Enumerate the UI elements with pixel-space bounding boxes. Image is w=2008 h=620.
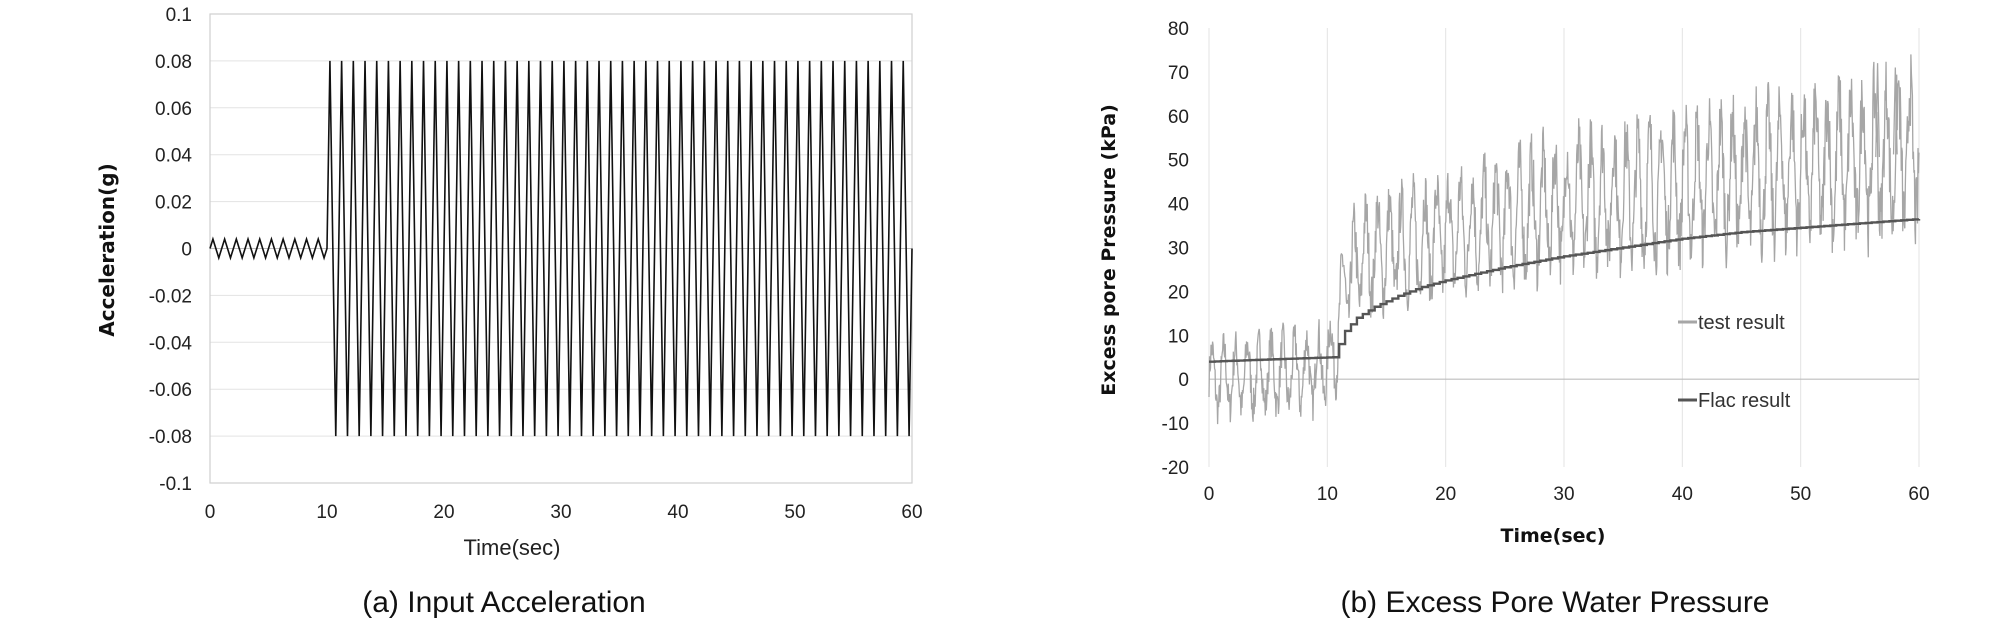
chart-b-y-tick-label: 0 [1178,370,1189,391]
chart-excess-pore-pressure: 0 10 20 30 40 50 60 80 70 60 50 40 30 20 10 0 -10 -20 te… [1098,19,1930,619]
chart-b-y-tick-label: 10 [1168,326,1189,347]
chart-b-series-test-result [1208,54,1920,425]
chart-b-x-tick-label: 50 [1790,484,1811,505]
chart-a-series-acceleration [209,60,913,437]
chart-a-x-tick-label: 40 [667,502,688,523]
chart-a-y-tick-label: -0.1 [159,474,192,495]
chart-b-legend: test result Flac result [1678,312,1791,412]
chart-a-caption: (a) Input Acceleration [362,586,646,619]
chart-a-x-axis-label: Time(sec) [464,535,561,560]
legend-label-test-result: test result [1698,312,1785,334]
chart-b-x-tick-label: 30 [1553,484,1574,505]
chart-a-y-tick-label: -0.04 [149,333,193,354]
chart-b-y-tick-labels: 80 70 60 50 40 30 20 10 0 -10 -20 [1162,19,1189,479]
chart-b-gridlines [1208,28,1920,467]
chart-b-x-tick-label: 10 [1317,484,1338,505]
chart-a-y-tick-label: 0.06 [155,99,192,120]
chart-a-y-tick-label: 0.02 [155,193,192,214]
chart-b-x-tick-label: 40 [1672,484,1693,505]
chart-b-series-flac-result [1209,218,1921,363]
chart-b-y-tick-label: 30 [1168,239,1189,260]
chart-a-y-tick-label: 0.04 [155,146,192,167]
chart-a-x-tick-label: 10 [316,502,337,523]
chart-a-x-tick-label: 20 [433,502,454,523]
chart-b-y-tick-label: 60 [1168,107,1189,128]
chart-b-y-tick-label: 40 [1168,195,1189,216]
chart-a-y-tick-labels: 0.1 0.08 0.06 0.04 0.02 0 -0.02 -0.04 -0.06 -0.08… [149,5,193,495]
chart-b-y-tick-label: 50 [1168,151,1189,172]
chart-b-y-tick-label: 80 [1168,19,1189,40]
chart-b-x-tick-labels: 0 10 20 30 40 50 60 [1204,484,1930,505]
chart-a-x-tick-label: 30 [550,502,571,523]
chart-a-y-axis-label: Acceleration(g) [95,163,119,337]
chart-a-x-tick-label: 50 [784,502,805,523]
chart-b-caption: (b) Excess Pore Water Pressure [1340,586,1769,619]
chart-a-y-tick-label: 0 [181,240,192,261]
chart-a-x-tick-label: 0 [205,502,216,523]
chart-a-y-tick-label: -0.08 [149,427,192,448]
chart-a-x-tick-label: 60 [901,502,922,523]
chart-a-x-tick-labels: 0 10 20 30 40 50 60 [205,502,923,523]
chart-a-y-tick-label: 0.08 [155,52,192,73]
chart-input-acceleration: 0 10 20 30 40 50 60 0.1 0.08 0.06 0.04 0.02 0 -0.02 -… [95,5,923,619]
chart-b-x-tick-label: 60 [1908,484,1929,505]
legend-label-flac-result: Flac result [1698,390,1791,412]
chart-b-y-tick-label: 20 [1168,282,1189,303]
chart-b-y-axis-label: Excess pore Pressure (kPa) [1098,104,1120,396]
chart-a-y-tick-label: 0.1 [166,5,192,26]
chart-b-y-tick-label: -20 [1162,458,1189,479]
chart-a-y-tick-label: -0.06 [149,380,192,401]
chart-b-x-tick-label: 0 [1204,484,1215,505]
chart-b-y-tick-label: 70 [1168,63,1189,84]
chart-b-y-tick-label: -10 [1162,414,1189,435]
chart-b-x-tick-label: 20 [1435,484,1456,505]
chart-a-y-tick-label: -0.02 [149,286,192,307]
chart-b-x-axis-label: Time(sec) [1501,525,1606,547]
